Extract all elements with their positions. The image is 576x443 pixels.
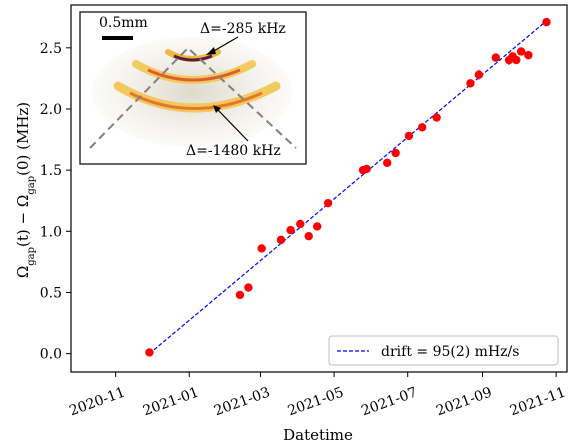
- x-tick-label: 2021-05: [286, 384, 346, 419]
- data-point: [516, 47, 526, 56]
- annotation-top-arrowhead: [206, 47, 216, 55]
- data-point: [312, 222, 322, 231]
- y-tick-label: 2.0: [40, 102, 62, 118]
- data-point: [432, 113, 441, 122]
- legend-box: [328, 335, 559, 366]
- x-tick-label: 2021-01: [141, 384, 201, 419]
- data-point: [404, 131, 414, 141]
- annotation-top: Δ=-285 kHz: [200, 21, 286, 37]
- x-tick-label: 2021-11: [508, 384, 568, 419]
- x-tick-label: 2021-03: [212, 384, 272, 419]
- data-point: [391, 148, 400, 158]
- data-point: [474, 70, 484, 79]
- data-point: [417, 123, 427, 132]
- data-point: [244, 283, 253, 292]
- annotation-bottom-arrow: [217, 109, 249, 142]
- x-axis-label: Datetime: [283, 426, 353, 443]
- data-point: [304, 232, 313, 241]
- data-point: [512, 55, 521, 65]
- y-tick-label: 0.5: [40, 285, 62, 301]
- y-axis: 0.0 0.5 1.0 1.5 2.0 2.5: [40, 41, 71, 363]
- y-tick-label: 1.0: [40, 224, 62, 240]
- data-point: [286, 225, 295, 235]
- data-point: [542, 17, 551, 27]
- legend-entry-fit: drift = 95(2) mHz/s: [381, 344, 519, 360]
- annotation-top-arrow: [211, 36, 239, 53]
- data-point: [296, 219, 305, 229]
- arc-middle-core: [147, 68, 241, 82]
- x-axis: 2020-11 2021-01 2021-03 2021-05 2021-07 2021-…: [67, 372, 568, 419]
- data-point: [323, 198, 333, 208]
- plot-frame: [70, 4, 568, 373]
- x-tick-label: 2021-09: [434, 384, 494, 419]
- legend: drift = 95(2) mHz/s: [328, 335, 559, 366]
- data-point: [145, 348, 154, 357]
- dashed-guide: [89, 46, 297, 149]
- data-point: [524, 50, 533, 60]
- arc-top-core: [173, 54, 213, 62]
- y-tick-label: 2.5: [40, 41, 62, 57]
- series-layer: [145, 17, 551, 357]
- inset-image: 0.5mm Δ=-285 kHz Δ=-1480 kHz: [79, 11, 307, 165]
- x-tick-label: 2021-07: [359, 384, 419, 419]
- y-axis-label: Ωgap(t) − Ωgap(0) (MHz): [14, 102, 37, 278]
- y-tick-label: 0.0: [40, 347, 62, 363]
- data-point: [276, 235, 286, 245]
- data-point: [382, 158, 392, 168]
- data-point: [491, 53, 500, 62]
- x-tick-label: 2020-11: [67, 384, 127, 419]
- data-point: [257, 244, 266, 253]
- data-point: [235, 290, 245, 300]
- data-point: [362, 164, 371, 174]
- fit-line: [149, 20, 547, 355]
- y-tick-label: 1.5: [40, 163, 62, 179]
- annotation-bottom: Δ=-1480 kHz: [186, 143, 281, 159]
- annotation-bottom-arrowhead: [213, 105, 221, 113]
- arc-outer-core: [129, 91, 263, 110]
- data-point: [466, 79, 475, 88]
- scale-label: 0.5mm: [99, 15, 148, 31]
